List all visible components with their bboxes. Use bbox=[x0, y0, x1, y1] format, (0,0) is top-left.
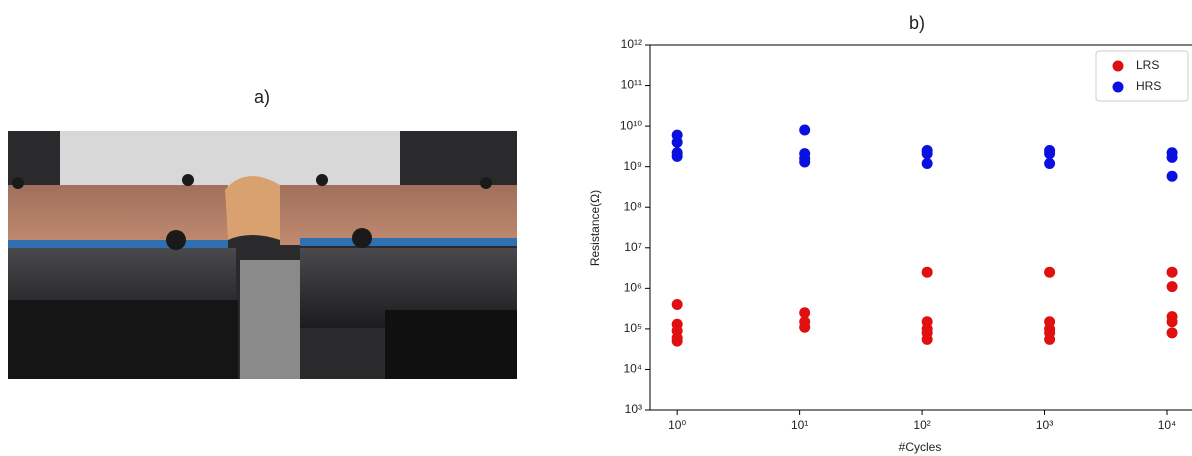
point bbox=[1166, 327, 1178, 339]
point bbox=[1044, 148, 1056, 160]
point bbox=[921, 157, 933, 169]
y-tick-label: 10⁴ bbox=[623, 362, 642, 376]
point bbox=[1166, 316, 1178, 328]
point bbox=[671, 298, 683, 310]
legend-label: HRS bbox=[1136, 79, 1161, 93]
point bbox=[671, 136, 683, 148]
point bbox=[1044, 266, 1056, 278]
x-tick-label: 10² bbox=[913, 418, 930, 432]
y-tick-label: 10¹² bbox=[621, 37, 642, 51]
x-axis-label: #Cycles bbox=[899, 440, 942, 454]
y-tick-label: 10¹⁰ bbox=[620, 118, 642, 132]
y-tick-label: 10⁵ bbox=[624, 321, 642, 335]
legend-label: LRS bbox=[1136, 58, 1159, 72]
point bbox=[1166, 266, 1178, 278]
y-tick-label: 10³ bbox=[625, 402, 642, 416]
point bbox=[1166, 151, 1178, 163]
x-tick-label: 10¹ bbox=[791, 418, 808, 432]
chart-title: b) bbox=[909, 13, 925, 33]
point bbox=[921, 266, 933, 278]
point bbox=[1166, 281, 1178, 293]
x-tick-label: 10⁰ bbox=[668, 418, 686, 432]
y-tick-label: 10¹¹ bbox=[621, 78, 642, 92]
x-tick-label: 10⁴ bbox=[1158, 418, 1177, 432]
x-tick-label: 10³ bbox=[1036, 418, 1053, 432]
y-tick-label: 10⁷ bbox=[624, 240, 642, 254]
y-tick-label: 10⁸ bbox=[624, 199, 642, 213]
scatter-chart: b) #Cycles Resistance(Ω) bbox=[588, 13, 1192, 454]
point bbox=[799, 124, 811, 136]
point bbox=[1044, 157, 1056, 169]
photo-label: a) bbox=[254, 87, 270, 107]
point bbox=[799, 321, 811, 333]
legend-marker bbox=[1112, 81, 1124, 93]
point bbox=[1044, 333, 1056, 345]
point bbox=[671, 335, 683, 347]
photo bbox=[8, 131, 517, 379]
point bbox=[921, 148, 933, 160]
point bbox=[1166, 170, 1178, 182]
point bbox=[799, 307, 811, 319]
point bbox=[921, 333, 933, 345]
y-tick-label: 10⁶ bbox=[624, 281, 642, 295]
point bbox=[671, 150, 683, 162]
plot-frame bbox=[649, 44, 1192, 411]
y-axis-label: Resistance(Ω) bbox=[588, 190, 602, 266]
point bbox=[799, 156, 811, 168]
legend-marker bbox=[1112, 60, 1124, 72]
y-tick-label: 10⁹ bbox=[624, 159, 643, 173]
